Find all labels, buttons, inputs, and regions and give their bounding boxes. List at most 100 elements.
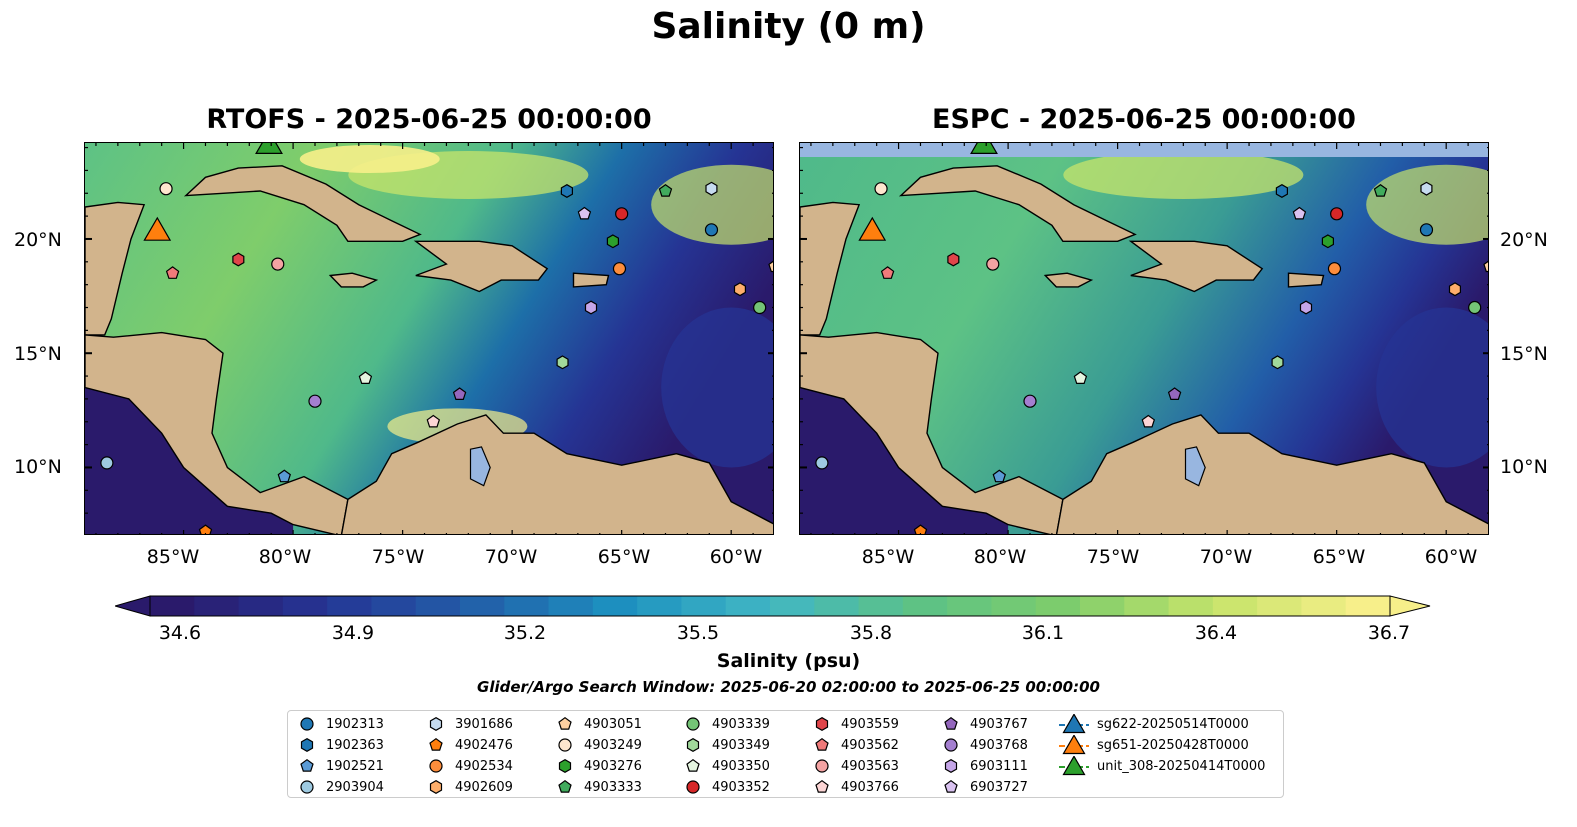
float-marker-1902521[interactable] xyxy=(277,469,292,483)
float-marker-4903276[interactable] xyxy=(606,234,620,249)
legend-marker[interactable] xyxy=(944,759,958,773)
float-marker-4903562[interactable] xyxy=(165,266,180,279)
float-marker-2903904[interactable] xyxy=(100,456,114,470)
float-marker-6903111[interactable] xyxy=(584,300,598,315)
float-marker-4903766[interactable] xyxy=(1141,414,1156,428)
pacific-ocean xyxy=(800,387,1009,534)
legend-marker[interactable] xyxy=(944,738,958,752)
float-marker-4903559[interactable] xyxy=(232,252,245,267)
legend-marker[interactable] xyxy=(1062,714,1086,734)
legend-label: 4903352 xyxy=(712,779,770,795)
float-marker-4903339[interactable] xyxy=(1468,300,1482,315)
float-marker-4903349[interactable] xyxy=(1271,355,1284,370)
float-marker-4903768[interactable] xyxy=(308,394,322,408)
legend-marker[interactable] xyxy=(558,779,572,793)
legend-marker-circle-icon xyxy=(300,780,314,794)
legend-marker-pentagon-icon xyxy=(815,779,829,793)
float-marker-4903051[interactable] xyxy=(1483,260,1489,273)
float-marker-4902534[interactable] xyxy=(1327,262,1342,276)
legend-marker-pentagon-icon xyxy=(558,716,572,730)
float-marker-6903111[interactable] xyxy=(1299,300,1313,315)
float-marker-unit_308-20250414T0000[interactable] xyxy=(970,143,998,154)
lat-label-left-20: 20°N xyxy=(14,229,62,251)
float-marker-2903904[interactable] xyxy=(815,456,829,470)
legend-item-1902363: 1902363 xyxy=(296,735,384,755)
float-marker-3901686[interactable] xyxy=(1420,181,1433,196)
legend-marker[interactable] xyxy=(300,780,314,794)
legend-marker[interactable] xyxy=(429,717,443,731)
legend-marker[interactable] xyxy=(944,716,958,730)
float-marker-4903352[interactable] xyxy=(615,207,629,221)
float-marker-4903559[interactable] xyxy=(947,252,960,267)
colorbar-segment xyxy=(592,596,638,616)
float-marker-6903727[interactable] xyxy=(577,206,592,220)
float-marker-4902609[interactable] xyxy=(733,282,747,297)
legend-marker[interactable] xyxy=(815,737,829,751)
legend-marker[interactable] xyxy=(1062,756,1086,776)
float-marker-4903352[interactable] xyxy=(1330,207,1344,221)
float-marker-4903562[interactable] xyxy=(880,266,895,279)
legend-marker[interactable] xyxy=(944,779,958,793)
float-marker-4902609[interactable] xyxy=(1448,282,1462,297)
legend-marker[interactable] xyxy=(686,780,700,794)
float-marker-4903339[interactable] xyxy=(753,300,767,315)
float-marker-1902313[interactable] xyxy=(704,223,719,237)
legend-marker[interactable] xyxy=(429,737,443,751)
legend-marker[interactable] xyxy=(300,717,314,731)
float-marker-4903276[interactable] xyxy=(1321,234,1335,249)
legend-marker[interactable] xyxy=(815,759,829,773)
colorbar-segment xyxy=(460,596,505,616)
float-marker-1902521[interactable] xyxy=(992,469,1007,483)
float-marker-sg651-20250428T0000[interactable] xyxy=(858,216,887,241)
float-marker-4902476[interactable] xyxy=(198,524,213,535)
float-marker-4903350[interactable] xyxy=(358,371,373,384)
espc-salinity-map[interactable] xyxy=(799,142,1489,535)
rtofs-salinity-map[interactable] xyxy=(84,142,774,535)
legend-marker[interactable] xyxy=(558,738,572,752)
float-marker-4903349[interactable] xyxy=(556,355,569,370)
legend-marker[interactable] xyxy=(815,779,829,793)
float-marker-1902363[interactable] xyxy=(560,184,573,198)
float-marker-1902313[interactable] xyxy=(1419,223,1434,237)
legend-marker[interactable] xyxy=(1062,735,1086,755)
float-marker-4903563[interactable] xyxy=(271,257,285,271)
float-marker-3901686[interactable] xyxy=(705,181,718,196)
float-marker-4903767[interactable] xyxy=(1167,387,1182,400)
float-marker-4903767[interactable] xyxy=(452,387,467,400)
legend-marker[interactable] xyxy=(429,780,443,794)
legend-marker[interactable] xyxy=(558,759,572,773)
colorbar-extend-low xyxy=(115,595,151,617)
float-marker-4902476[interactable] xyxy=(913,524,928,535)
float-marker-sg651-20250428T0000[interactable] xyxy=(143,216,172,241)
float-marker-4903333[interactable] xyxy=(658,183,673,197)
float-marker-unit_308-20250414T0000[interactable] xyxy=(255,143,283,154)
float-marker-4903051[interactable] xyxy=(768,260,774,273)
legend-label: 4903767 xyxy=(970,716,1028,732)
float-marker-1902363[interactable] xyxy=(1275,184,1288,198)
legend-marker[interactable] xyxy=(815,717,829,731)
legend-marker[interactable] xyxy=(686,738,700,752)
colorbar-tick: 35.5 xyxy=(676,622,720,644)
legend-marker-hexagon-icon xyxy=(429,717,443,731)
lon-label-80w: 80°W xyxy=(258,546,312,568)
legend-marker[interactable] xyxy=(300,758,314,772)
float-marker-4903563[interactable] xyxy=(986,257,1000,271)
legend-marker-triangle-icon xyxy=(1059,735,1089,755)
legend-marker[interactable] xyxy=(300,738,314,752)
legend-marker[interactable] xyxy=(686,717,700,731)
legend-marker[interactable] xyxy=(558,716,572,730)
float-marker-6903727[interactable] xyxy=(1292,206,1307,220)
float-marker-4903333[interactable] xyxy=(1373,183,1388,197)
float-marker-4903766[interactable] xyxy=(426,414,441,428)
legend-label: 4903766 xyxy=(841,779,899,795)
legend-marker[interactable] xyxy=(686,758,700,772)
colorbar-segment xyxy=(238,596,284,616)
float-marker-4903249[interactable] xyxy=(159,182,173,196)
float-marker-4902534[interactable] xyxy=(612,262,627,276)
legend-marker[interactable] xyxy=(429,759,443,773)
colorbar-tick: 36.1 xyxy=(1021,622,1065,644)
float-marker-4903249[interactable] xyxy=(874,182,888,196)
float-marker-4903768[interactable] xyxy=(1023,394,1037,408)
float-marker-4903350[interactable] xyxy=(1073,371,1088,384)
legend-item-sg622-20250514T0000: sg622-20250514T0000 xyxy=(1059,714,1249,734)
